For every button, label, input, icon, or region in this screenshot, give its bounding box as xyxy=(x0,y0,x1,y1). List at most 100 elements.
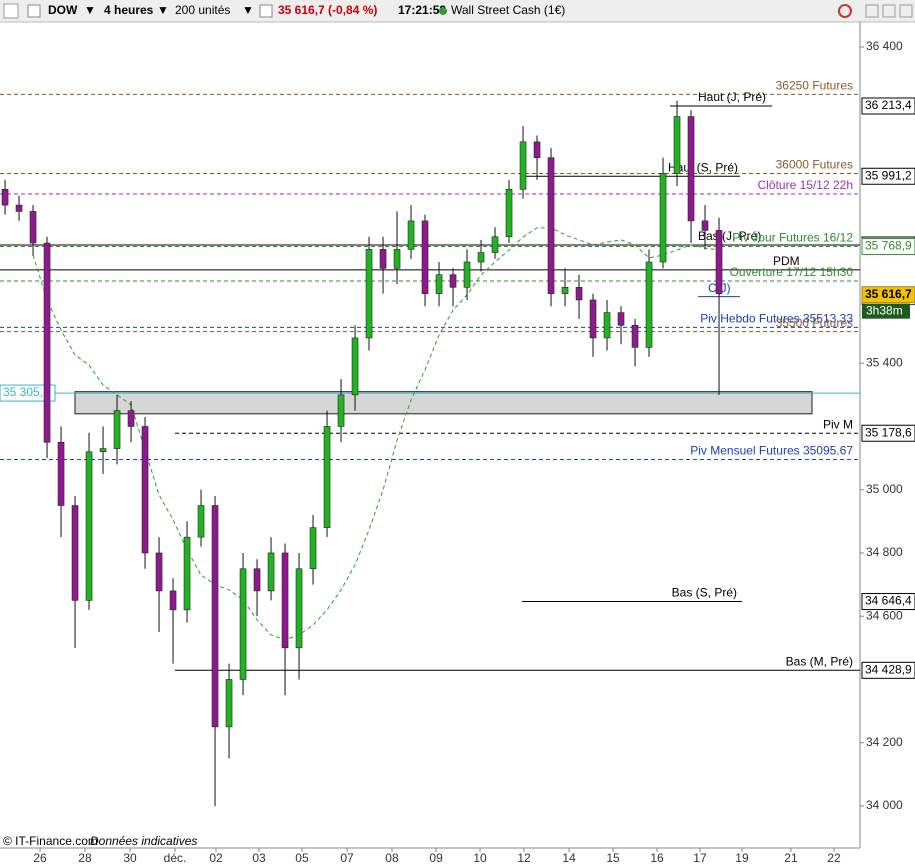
candle-body xyxy=(85,451,93,601)
candle-body xyxy=(645,261,653,348)
close[interactable] xyxy=(899,4,913,18)
level-label: Piv Jour Futures 16/12 xyxy=(732,231,853,245)
y-tick-label: 34 000 xyxy=(866,798,903,812)
candle-body xyxy=(603,312,611,339)
level-label: 36000 Futures xyxy=(776,158,853,172)
level-label: Haut (S, Pré) xyxy=(668,160,738,174)
level-label: Bas (J, Pré) xyxy=(698,229,761,243)
last-price: 35 616,7 (-0,84 %) xyxy=(278,3,377,17)
candle-body xyxy=(561,287,569,294)
x-tick-label: 02 xyxy=(209,851,223,865)
x-tick-label: 21 xyxy=(784,851,798,865)
candle-body xyxy=(197,505,205,538)
price-box-label: 36 213,4 xyxy=(865,98,912,112)
x-tick-label: 14 xyxy=(562,851,576,865)
price-box xyxy=(861,424,915,442)
candle-body xyxy=(141,426,149,554)
x-tick-label: 08 xyxy=(385,851,399,865)
candle-body xyxy=(407,220,415,250)
candle-body xyxy=(687,116,695,222)
y-tick-label: 34 200 xyxy=(866,735,903,749)
units[interactable]: 200 unités xyxy=(175,3,230,17)
candle-body xyxy=(589,299,597,339)
dropdown-arrow[interactable]: ▼ xyxy=(242,3,254,17)
price-box-label: 34 428,9 xyxy=(865,662,912,676)
candle-body xyxy=(281,552,289,649)
x-tick-label: 10 xyxy=(473,851,487,865)
dropdown-arrow[interactable]: ▼ xyxy=(157,3,169,17)
candle-body xyxy=(99,448,107,453)
candle-body xyxy=(617,312,625,326)
checkbox[interactable] xyxy=(27,4,41,18)
level-label: Clôture 15/12 22h xyxy=(758,178,853,192)
minimize[interactable] xyxy=(865,4,879,18)
candle-body xyxy=(267,552,275,592)
candle-body xyxy=(365,249,373,339)
candle-body xyxy=(295,568,303,649)
candle-body xyxy=(505,188,513,238)
candle-body xyxy=(379,249,387,269)
candle-body xyxy=(337,394,345,427)
x-tick-label: 03 xyxy=(252,851,266,865)
footer-source: © IT-Finance.com xyxy=(3,834,98,848)
dropdown-arrow[interactable]: ▼ xyxy=(84,3,96,17)
x-tick-label: 16 xyxy=(650,851,664,865)
price-box xyxy=(861,167,915,185)
candle-body xyxy=(547,157,555,294)
candle-body xyxy=(715,230,723,294)
toolbar xyxy=(0,0,915,22)
level-label: Bas (S, Pré) xyxy=(672,586,737,600)
price-box xyxy=(861,593,915,611)
level-label: Piv M xyxy=(823,417,853,431)
candle-body xyxy=(491,236,499,253)
level-label: Piv Mensuel Futures 35095.67 xyxy=(690,444,853,458)
y-tick-label: 34 800 xyxy=(866,545,903,559)
x-tick-label: 05 xyxy=(295,851,309,865)
candle-body xyxy=(57,441,65,506)
y-tick-label: 34 600 xyxy=(866,608,903,622)
candle-body xyxy=(127,410,135,427)
candle-body xyxy=(659,173,667,263)
checkbox[interactable] xyxy=(259,4,273,18)
candle-body xyxy=(393,249,401,269)
x-tick-label: 12 xyxy=(517,851,531,865)
candle-body xyxy=(449,274,457,288)
x-tick-label: 17 xyxy=(693,851,707,865)
candle-body xyxy=(15,204,23,212)
period[interactable]: 4 heures xyxy=(104,3,154,17)
price-box-label: 34 646,4 xyxy=(865,594,912,608)
toolbar-icon[interactable] xyxy=(3,3,19,19)
x-tick-label: 19 xyxy=(735,851,749,865)
candle-body xyxy=(43,242,51,443)
y-tick-label: 35 000 xyxy=(866,482,903,496)
x-tick-label: 09 xyxy=(429,851,443,865)
candle-body xyxy=(183,536,191,611)
price-box-label: 35 768,9 xyxy=(865,239,912,253)
timer-box xyxy=(862,303,910,319)
symbol[interactable]: DOW xyxy=(48,3,78,17)
refresh-icon[interactable] xyxy=(838,4,852,18)
candle-body xyxy=(421,220,429,294)
x-tick-label: déc. xyxy=(164,851,187,865)
candle-body xyxy=(631,324,639,348)
candle-body xyxy=(71,505,79,601)
candle-body xyxy=(533,141,541,158)
candle-body xyxy=(701,220,709,231)
level-label: Ouverture 17/12 15h30 xyxy=(730,265,854,279)
timer-label: 3h38m xyxy=(866,303,903,317)
candle-body xyxy=(673,116,681,174)
price-box xyxy=(861,661,915,679)
marker-label: 35 305,6 xyxy=(3,385,50,399)
candle-body xyxy=(225,679,233,728)
x-tick-label: 30 xyxy=(123,851,137,865)
candle-body xyxy=(1,188,9,206)
candle-body xyxy=(253,568,261,592)
level-label: Haut (J, Pré) xyxy=(698,90,766,104)
candle-body xyxy=(477,252,485,263)
moving-average xyxy=(32,227,720,641)
maximize[interactable] xyxy=(882,4,896,18)
x-tick-label: 07 xyxy=(340,851,354,865)
candle-body xyxy=(435,274,443,294)
x-tick-label: 28 xyxy=(78,851,92,865)
